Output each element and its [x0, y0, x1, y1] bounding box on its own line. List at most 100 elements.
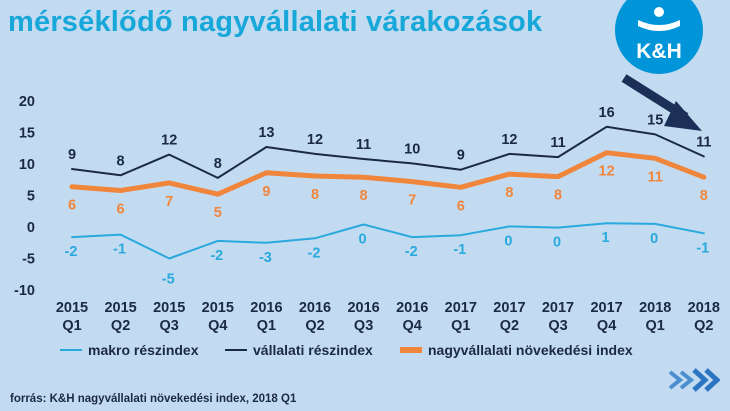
x-tick-label-quarter: Q2 [305, 318, 324, 334]
data-label-vallalati: 8 [214, 156, 222, 172]
x-tick-label-quarter: Q4 [597, 318, 616, 334]
x-tick-label-year: 2015 [56, 300, 88, 316]
data-label-index: 7 [165, 194, 173, 210]
data-label-index: 6 [457, 198, 465, 214]
y-tick-label: 5 [27, 189, 35, 205]
data-label-makro: 0 [650, 231, 658, 247]
data-label-makro: -2 [210, 248, 223, 264]
x-tick-label-quarter: Q2 [500, 318, 519, 334]
data-label-index: 11 [648, 169, 663, 185]
data-label-index: 12 [599, 164, 615, 180]
x-tick-label-quarter: Q1 [451, 318, 470, 334]
data-label-vallalati: 12 [307, 132, 323, 148]
source-note: forrás: K&H nagyvállalati növekedési ind… [10, 393, 297, 405]
data-label-vallalati: 9 [68, 147, 76, 163]
data-label-index: 9 [262, 184, 270, 200]
data-label-makro: 0 [504, 233, 512, 249]
x-tick-label-year: 2016 [396, 300, 428, 316]
y-tick-label: 0 [27, 220, 35, 236]
data-label-makro: -5 [162, 272, 175, 288]
series-lines [69, 125, 707, 260]
data-label-vallalati: 11 [356, 137, 371, 153]
x-tick-label-year: 2015 [104, 300, 136, 316]
data-label-index: 8 [311, 187, 319, 203]
data-label-vallalati: 11 [696, 134, 711, 150]
y-tick-label: 10 [19, 157, 35, 173]
arrow-down-right-icon [621, 74, 702, 131]
logo-mark-icon [638, 7, 680, 31]
data-label-makro: -2 [308, 245, 321, 261]
series-line-index [69, 150, 707, 197]
data-label-makro: 1 [602, 230, 610, 246]
x-tick-label-year: 2016 [250, 300, 282, 316]
x-tick-label-year: 2016 [299, 300, 331, 316]
data-label-index: 7 [408, 193, 416, 209]
data-label-vallalati: 12 [501, 132, 517, 148]
data-label-vallalati: 9 [457, 148, 465, 164]
x-tick-label-quarter: Q4 [208, 318, 227, 334]
legend-swatch-index [400, 347, 422, 353]
x-tick-label-quarter: Q4 [403, 318, 422, 334]
legend: makro részindex vállalati részindex nagy… [0, 342, 730, 362]
data-label-vallalati: 10 [404, 141, 420, 157]
legend-item-vallalati: vállalati részindex [225, 342, 373, 358]
data-label-index: 8 [360, 188, 368, 204]
legend-label-index: nagyvállalati növekedési index [428, 342, 633, 358]
x-axis: 2015 Q1 2015 Q2 2015 Q3 2015 Q4 2016 Q1 2016 Q2 2016… [56, 300, 720, 334]
x-tick-label-year: 2015 [202, 300, 234, 316]
y-tick-label: 20 [19, 94, 35, 110]
legend-swatch-makro [60, 349, 82, 351]
data-label-vallalati: 15 [647, 112, 663, 128]
legend-item-index: nagyvállalati növekedési index [400, 342, 633, 358]
x-tick-label-quarter: Q3 [354, 318, 373, 334]
x-tick-label-year: 2017 [445, 300, 477, 316]
data-label-index: 8 [554, 188, 562, 204]
y-tick-label: 15 [19, 126, 35, 142]
x-tick-label-quarter: Q3 [160, 318, 179, 334]
data-label-makro: 0 [553, 235, 561, 251]
x-tick-label-year: 2018 [639, 300, 671, 316]
y-tick-label: -10 [14, 283, 35, 299]
x-tick-label-quarter: Q1 [62, 318, 81, 334]
kh-logo: K&H [615, 0, 703, 74]
data-label-makro: -1 [696, 240, 709, 256]
data-label-index: 6 [68, 198, 76, 214]
x-tick-label-quarter: Q1 [257, 318, 276, 334]
x-tick-label-year: 2015 [153, 300, 185, 316]
y-axis: 20 15 10 5 0 -5 -10 [14, 94, 35, 299]
series-line-vallalati [71, 125, 705, 179]
x-tick-label-year: 2017 [542, 300, 574, 316]
x-tick-label-year: 2017 [590, 300, 622, 316]
data-label-index: 8 [505, 185, 513, 201]
logo-text: K&H [636, 40, 682, 63]
y-tick-label: -5 [22, 252, 35, 268]
data-label-vallalati: 12 [161, 133, 177, 149]
x-tick-label-quarter: Q1 [646, 318, 665, 334]
data-label-makro: -2 [405, 244, 418, 260]
x-tick-label-quarter: Q2 [694, 318, 713, 334]
logo-circle [615, 0, 703, 74]
data-label-makro: -1 [113, 242, 126, 258]
data-label-index: 6 [117, 201, 125, 217]
data-label-vallalati: 11 [550, 135, 565, 151]
legend-label-vallalati: vállalati részindex [253, 342, 373, 358]
x-tick-label-year: 2018 [688, 300, 720, 316]
data-label-makro: -2 [65, 244, 78, 260]
chart-title: mérséklődő nagyvállalati várakozások [8, 6, 543, 38]
data-label-vallalati: 8 [117, 153, 125, 169]
data-label-index: 8 [700, 188, 708, 204]
x-tick-label-quarter: Q3 [548, 318, 567, 334]
legend-item-makro: makro részindex [60, 342, 199, 358]
data-label-makro: 0 [359, 231, 367, 247]
legend-swatch-vallalati [225, 349, 247, 351]
data-label-makro: -1 [453, 242, 466, 258]
data-label-index: 5 [214, 205, 222, 221]
chevron-double-right-icon [668, 368, 720, 392]
data-label-vallalati: 13 [258, 125, 274, 141]
legend-label-makro: makro részindex [88, 342, 199, 358]
data-label-vallalati: 16 [599, 105, 615, 121]
series-line-makro [71, 222, 705, 260]
x-tick-label-year: 2017 [493, 300, 525, 316]
